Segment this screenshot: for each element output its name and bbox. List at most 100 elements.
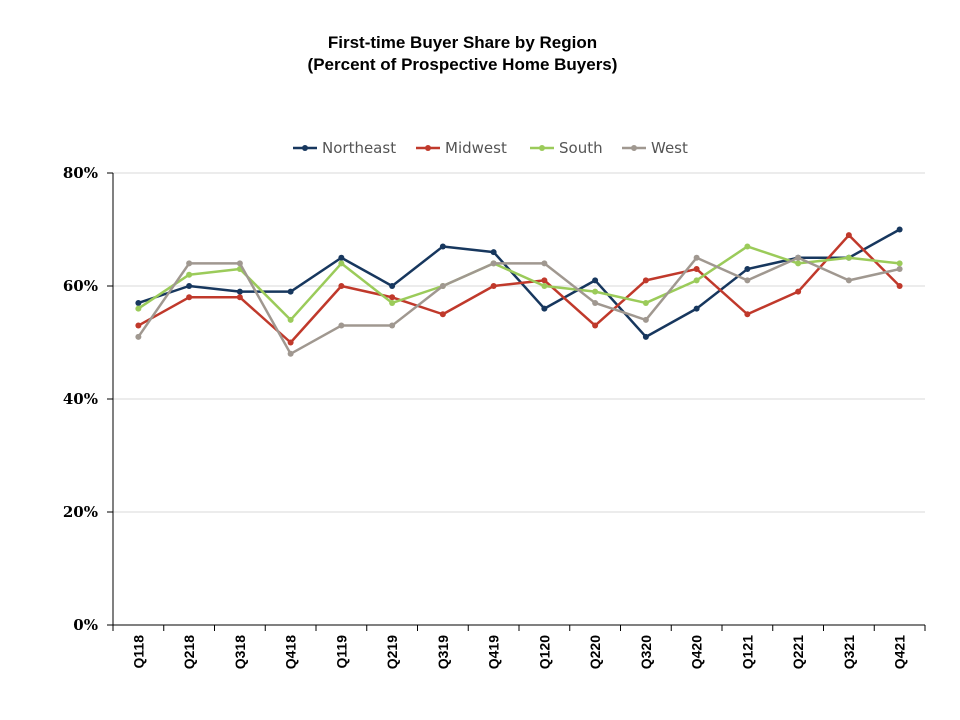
data-point bbox=[490, 249, 497, 256]
x-tick-label: Q219 bbox=[384, 635, 400, 669]
data-point bbox=[186, 271, 193, 278]
data-point bbox=[135, 333, 142, 340]
legend-item-northeast: Northeast bbox=[293, 139, 396, 157]
data-point bbox=[592, 288, 599, 295]
y-tick-label: 60% bbox=[63, 277, 98, 295]
data-point bbox=[592, 299, 599, 306]
gridlines bbox=[113, 172, 925, 513]
x-tick-label: Q319 bbox=[435, 635, 451, 669]
data-point bbox=[236, 288, 243, 295]
data-point bbox=[490, 283, 497, 289]
data-point bbox=[744, 266, 751, 273]
chart-subtitle: (Percent of Prospective Home Buyers) bbox=[307, 55, 618, 74]
data-point bbox=[135, 322, 142, 329]
x-tick-label: Q120 bbox=[536, 635, 552, 669]
data-point bbox=[744, 311, 751, 318]
data-point bbox=[896, 283, 903, 289]
y-tick-label: 20% bbox=[63, 503, 98, 521]
data-point bbox=[439, 311, 446, 318]
x-tick-label: Q420 bbox=[689, 635, 705, 669]
series-northeast bbox=[135, 226, 903, 340]
data-point bbox=[642, 299, 649, 306]
data-point bbox=[287, 350, 294, 357]
data-point bbox=[236, 260, 243, 267]
data-point bbox=[389, 294, 396, 301]
chart-title-block: First-time Buyer Share by Region (Percen… bbox=[0, 32, 925, 76]
data-point bbox=[338, 260, 345, 267]
series-west bbox=[135, 254, 903, 357]
data-point bbox=[744, 277, 751, 284]
data-point bbox=[439, 283, 446, 289]
data-point bbox=[338, 283, 345, 289]
x-tick-label: Q218 bbox=[181, 635, 197, 669]
legend-item-west: West bbox=[622, 139, 688, 157]
data-point bbox=[389, 322, 396, 329]
data-point bbox=[642, 316, 649, 323]
data-point bbox=[338, 254, 345, 261]
legend-swatch-marker bbox=[302, 145, 308, 151]
legend-label: Northeast bbox=[322, 139, 396, 157]
data-point bbox=[896, 266, 903, 273]
data-point bbox=[541, 283, 548, 289]
x-tick-label: Q119 bbox=[333, 635, 349, 669]
data-point bbox=[845, 277, 852, 284]
series-line bbox=[137, 228, 901, 339]
x-tick-label: Q221 bbox=[790, 635, 806, 669]
x-tick-label: Q121 bbox=[739, 635, 755, 669]
series-group bbox=[135, 226, 903, 357]
legend-label: Midwest bbox=[445, 139, 507, 157]
data-point bbox=[541, 305, 548, 312]
legend: Northeast Midwest South West bbox=[293, 139, 688, 157]
y-axis-ticks: 0% 20% 40% 60% 80% bbox=[63, 164, 98, 634]
legend-label: South bbox=[559, 139, 603, 157]
data-point bbox=[592, 277, 599, 284]
data-point bbox=[135, 305, 142, 312]
data-point bbox=[744, 243, 751, 250]
data-point bbox=[592, 322, 599, 329]
x-axis-ticks: Q118 Q218 Q318 Q418 Q119 Q219 Q319 Q419 Q120 Q220… bbox=[130, 635, 907, 669]
data-point bbox=[693, 305, 700, 312]
series-line bbox=[137, 256, 900, 356]
data-point bbox=[287, 288, 294, 295]
data-point bbox=[693, 266, 700, 273]
data-point bbox=[845, 254, 852, 261]
x-tick-label: Q220 bbox=[587, 635, 603, 669]
legend-item-midwest: Midwest bbox=[416, 139, 507, 157]
data-point bbox=[642, 277, 649, 284]
y-tick-label: 40% bbox=[63, 390, 98, 408]
data-point bbox=[135, 299, 142, 306]
x-tick-label: Q421 bbox=[892, 635, 908, 669]
x-tick-label: Q418 bbox=[283, 635, 299, 669]
x-tick-label: Q318 bbox=[232, 635, 248, 669]
x-tick-label: Q118 bbox=[130, 635, 146, 669]
data-point bbox=[439, 243, 446, 250]
legend-swatch-marker bbox=[539, 145, 545, 151]
data-point bbox=[236, 294, 243, 301]
data-point bbox=[693, 254, 700, 261]
data-point bbox=[541, 277, 548, 284]
data-point bbox=[795, 288, 802, 295]
data-point bbox=[845, 232, 852, 239]
data-point bbox=[338, 322, 345, 329]
x-tick-label: Q320 bbox=[638, 635, 654, 669]
data-point bbox=[186, 294, 193, 301]
series-midwest bbox=[135, 232, 903, 346]
series-line bbox=[137, 245, 900, 322]
x-tick-label: Q321 bbox=[841, 635, 857, 669]
data-point bbox=[389, 299, 396, 306]
data-point bbox=[287, 316, 294, 323]
data-point bbox=[389, 283, 396, 289]
legend-swatch-marker bbox=[631, 145, 637, 151]
data-point bbox=[896, 260, 903, 267]
data-point bbox=[186, 283, 193, 289]
data-point bbox=[896, 226, 903, 233]
data-point bbox=[642, 333, 649, 340]
data-point bbox=[795, 254, 802, 261]
data-point bbox=[541, 260, 548, 267]
x-tick-label: Q419 bbox=[486, 635, 502, 669]
legend-item-south: South bbox=[530, 139, 603, 157]
data-point bbox=[795, 260, 802, 267]
data-point bbox=[693, 277, 700, 284]
chart-title: First-time Buyer Share by Region bbox=[327, 33, 598, 52]
